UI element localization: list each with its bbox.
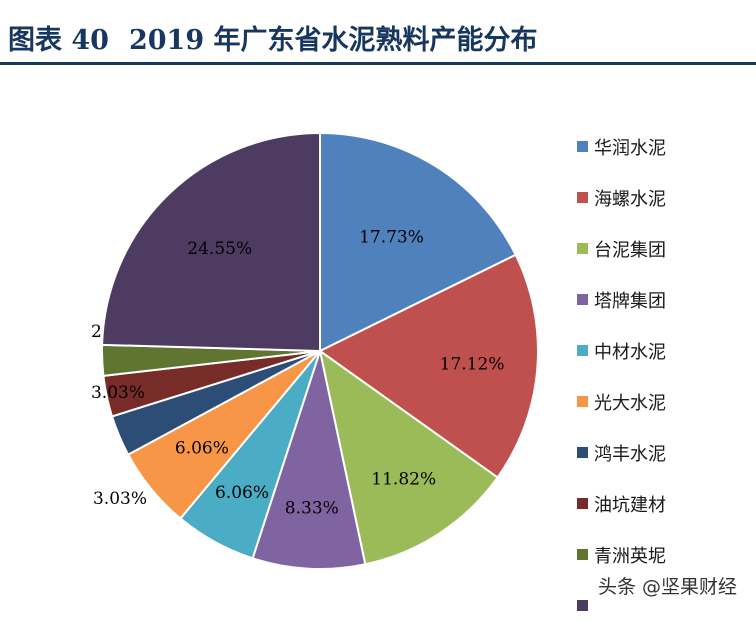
legend-label-8: 油坑建材	[594, 494, 666, 516]
legend-swatch-8	[577, 498, 588, 509]
legend-item-2: 海螺水泥	[577, 172, 666, 223]
pie-value-label-6: 6.06%	[175, 439, 229, 459]
legend-label-3: 台泥集团	[594, 239, 666, 261]
pie-value-label-3: 11.82%	[371, 470, 436, 490]
legend-swatch-2	[577, 192, 588, 203]
legend-swatch-7	[577, 447, 588, 458]
legend-item-4: 塔牌集团	[577, 274, 666, 325]
figure-label: 图表 40	[8, 25, 109, 56]
legend-item-10	[577, 580, 666, 631]
pie-value-label-5: 6.06%	[215, 483, 269, 503]
legend-swatch-3	[577, 243, 588, 254]
legend-item-5: 中材水泥	[577, 325, 666, 376]
legend-item-1: 华润水泥	[577, 121, 666, 172]
legend-label-4: 塔牌集团	[594, 290, 666, 312]
legend-item-6: 光大水泥	[577, 376, 666, 427]
legend-swatch-5	[577, 345, 588, 356]
legend-item-9: 青洲英坭	[577, 529, 666, 580]
title-underline	[0, 62, 756, 65]
pie-value-label-8: 3.03%	[91, 383, 145, 403]
legend-item-7: 鸿丰水泥	[577, 427, 666, 478]
pie-slice-3	[318, 348, 499, 566]
pie-value-label-4: 8.33%	[285, 499, 339, 519]
legend-item-8: 油坑建材	[577, 478, 666, 529]
legend-swatch-4	[577, 294, 588, 305]
title-text: 2019 年广东省水泥熟料产能分布	[128, 25, 538, 56]
legend-label-1: 华润水泥	[594, 137, 666, 159]
legend-swatch-9	[577, 549, 588, 560]
legend-label-9: 青洲英坭	[594, 545, 666, 567]
pie-slice-10	[101, 131, 321, 353]
legend-item-3: 台泥集团	[577, 223, 666, 274]
pie-slice-4	[251, 347, 367, 571]
legend-label-6: 光大水泥	[594, 392, 666, 414]
pie-value-label-2: 17.12%	[440, 354, 505, 374]
pie-slice-1	[319, 131, 517, 353]
legend-label-7: 鸿丰水泥	[594, 443, 666, 465]
chart-legend: 华润水泥海螺水泥台泥集团塔牌集团中材水泥光大水泥鸿丰水泥油坑建材青洲英坭	[577, 121, 666, 631]
legend-swatch-1	[577, 141, 588, 152]
figure-title: 图表 40 2019 年广东省水泥熟料产能分布	[8, 18, 538, 57]
pie-chart: 17.73% 17.12% 11.82% 8.33% 6.06% 6.06% 3.03% 3.…	[91, 131, 539, 571]
pie-slice-2	[318, 253, 539, 479]
pie-value-label-10: 24.55%	[187, 239, 252, 259]
legend-label-5: 中材水泥	[594, 341, 666, 363]
watermark: 头条 @坚果财经	[598, 576, 738, 598]
pie-value-label-7: 3.03%	[93, 489, 147, 509]
legend-label-2: 海螺水泥	[594, 188, 666, 210]
pie-value-label-1: 17.73%	[359, 227, 424, 247]
legend-swatch-6	[577, 396, 588, 407]
legend-swatch-10	[577, 600, 588, 611]
